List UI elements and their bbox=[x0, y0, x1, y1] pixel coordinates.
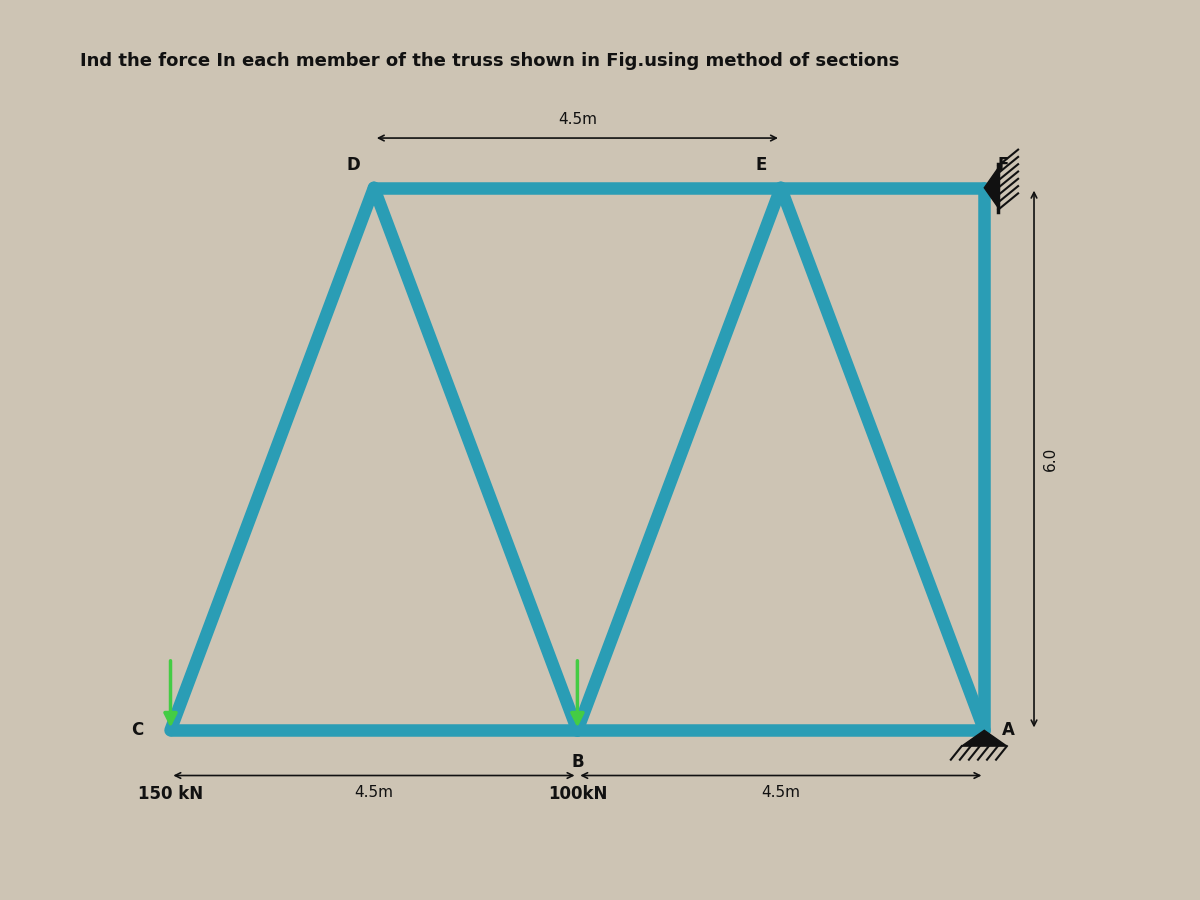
Text: E: E bbox=[756, 157, 767, 175]
Text: 150 kN: 150 kN bbox=[138, 785, 203, 803]
Text: F: F bbox=[998, 157, 1009, 175]
Text: 100kN: 100kN bbox=[547, 785, 607, 803]
Polygon shape bbox=[984, 168, 998, 208]
Text: 4.5m: 4.5m bbox=[558, 112, 596, 127]
Text: 6.0: 6.0 bbox=[1043, 447, 1058, 472]
Text: 4.5m: 4.5m bbox=[354, 785, 394, 799]
Text: D: D bbox=[347, 157, 360, 175]
Text: Ind the force In each member of the truss shown in Fig.using method of sections: Ind the force In each member of the trus… bbox=[80, 52, 900, 70]
Text: 4.5m: 4.5m bbox=[761, 785, 800, 799]
Text: B: B bbox=[571, 753, 583, 771]
Text: A: A bbox=[1002, 721, 1015, 739]
Polygon shape bbox=[961, 730, 1007, 746]
Text: C: C bbox=[131, 721, 143, 739]
